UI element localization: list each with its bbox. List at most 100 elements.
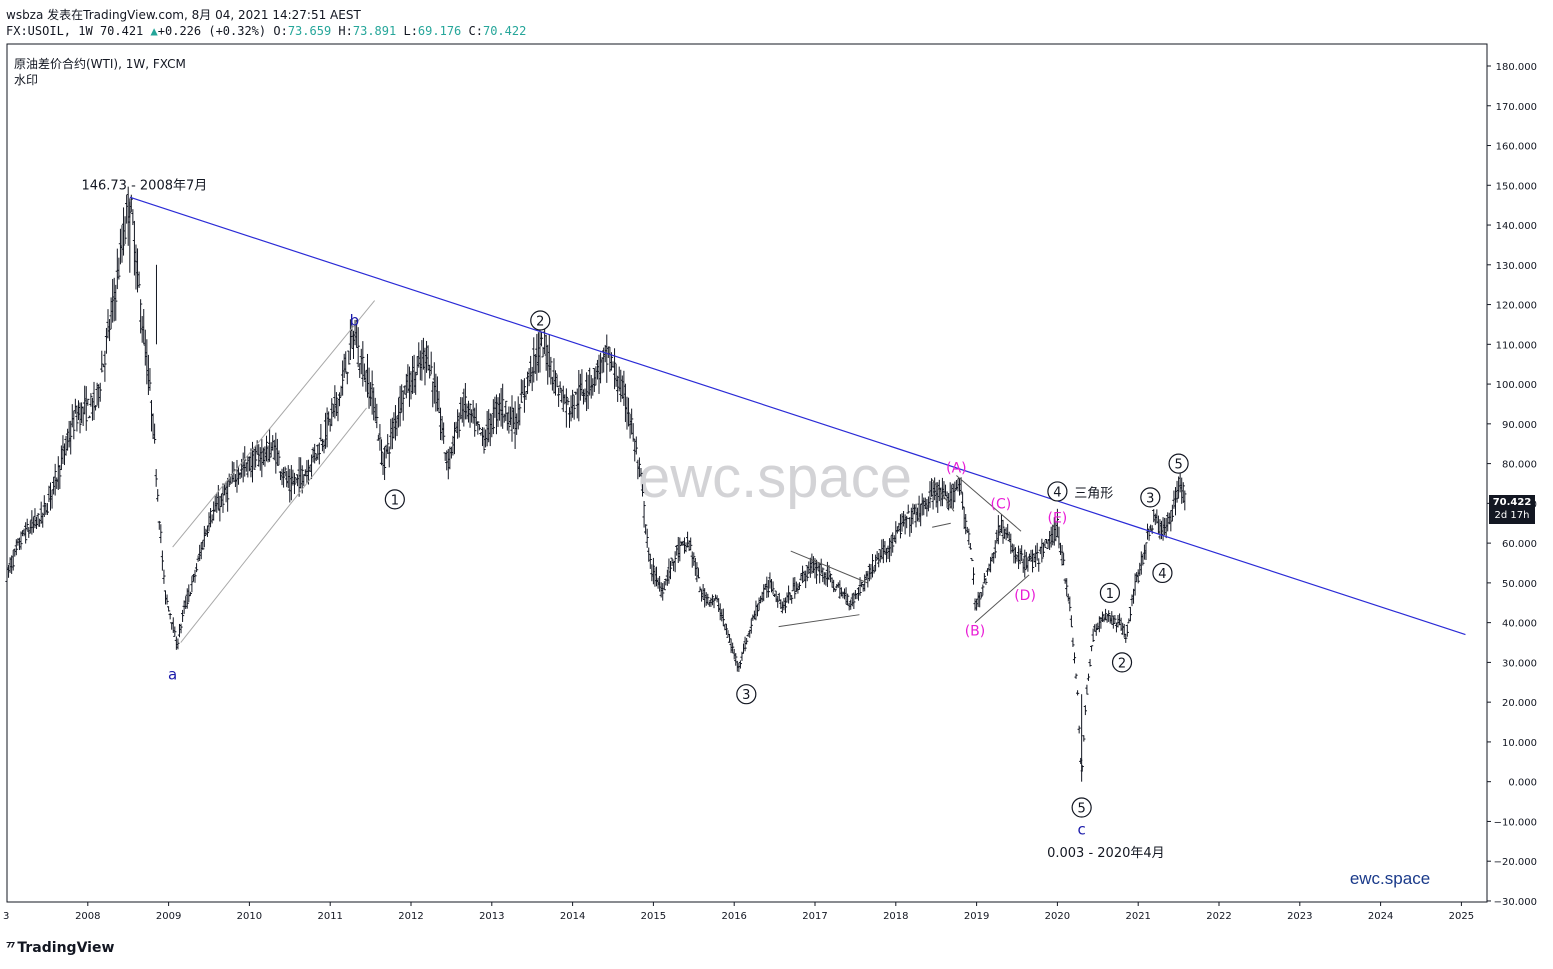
y-tick-label: 30.000 xyxy=(1502,658,1537,669)
y-tick-label: 80.000 xyxy=(1502,460,1537,471)
price-badge: 70.422 2d 17h xyxy=(1489,495,1535,524)
brand-label: ewc.space xyxy=(1350,869,1430,888)
wave-label: 3 xyxy=(742,688,750,703)
wave-circle xyxy=(384,489,405,510)
symbol-label: FX:USOIL, 1W xyxy=(6,24,93,38)
last-price: 70.421 xyxy=(99,24,144,38)
low-value: 69.176 xyxy=(417,24,462,38)
wave-label-blue: b xyxy=(350,311,360,329)
x-tick-label: 2020 xyxy=(1045,911,1070,922)
x-tick-label: 2015 xyxy=(641,911,666,922)
triangle-line[interactable] xyxy=(931,479,955,512)
x-tick-label: 2011 xyxy=(317,911,342,922)
x-tick-label: 2009 xyxy=(156,911,181,922)
tradingview-mark-icon: ⁷⁷ xyxy=(6,940,16,956)
y-tick-label: 20.000 xyxy=(1502,698,1537,709)
wave-circle xyxy=(1071,797,1092,818)
wave-label-magenta: (C) xyxy=(990,496,1011,512)
x-tick-label: 2012 xyxy=(398,911,423,922)
trendline[interactable] xyxy=(129,196,1466,636)
ohlc-legend: FX:USOIL, 1W 70.421 ▲+0.226 (+0.32%) O: 7… xyxy=(6,24,526,38)
watermark-label: 水印 xyxy=(14,73,39,87)
y-tick-label: 120.000 xyxy=(1496,301,1537,312)
x-tick-label: 2019 xyxy=(964,911,989,922)
wave-label: 3 xyxy=(1146,491,1154,506)
wave-circle xyxy=(1140,487,1161,508)
y-tick-label: 90.000 xyxy=(1502,420,1537,431)
y-tick-label: −20.000 xyxy=(1494,857,1537,868)
y-tick-label: 50.000 xyxy=(1502,579,1537,590)
annotation-text: 0.003 - 2020年4月 xyxy=(1047,846,1165,861)
x-tick-label: 2010 xyxy=(237,911,262,922)
y-tick-label: 140.000 xyxy=(1496,221,1537,232)
x-tick-label: 2013 xyxy=(479,911,504,922)
x-tick-label: 2017 xyxy=(802,911,827,922)
x-tick-label: 2022 xyxy=(1206,911,1231,922)
channel-line[interactable] xyxy=(172,300,376,548)
close-value: 70.422 xyxy=(482,24,527,38)
tradingview-wordmark: TradingView xyxy=(17,940,115,956)
tradingview-logo[interactable]: ⁷⁷ TradingView xyxy=(6,940,114,956)
y-tick-label: 100.000 xyxy=(1496,380,1537,391)
wave-circle xyxy=(1168,453,1189,474)
chart-title: 原油差价合约(WTI), 1W, FXCM xyxy=(14,57,186,71)
triangle-line[interactable] xyxy=(932,522,951,528)
wave-circle xyxy=(1099,582,1121,603)
y-tick-label: 130.000 xyxy=(1496,261,1537,272)
x-tick-label: 2021 xyxy=(1125,911,1150,922)
annotation-text: 146.73 - 2008年7月 xyxy=(81,178,207,193)
wave-label-magenta: (E) xyxy=(1048,510,1068,526)
triangle-line[interactable] xyxy=(974,574,1030,624)
open-label: O: xyxy=(273,24,288,38)
y-tick-label: 10.000 xyxy=(1502,738,1537,749)
badge-countdown: 2d 17h xyxy=(1494,510,1530,521)
wave-label: 2 xyxy=(536,314,544,329)
wave-circle xyxy=(736,684,757,705)
low-label: L: xyxy=(403,24,418,38)
x-tick-label: 2014 xyxy=(560,911,585,922)
y-tick-label: 110.000 xyxy=(1496,340,1537,351)
x-tick-label: 2024 xyxy=(1368,911,1393,922)
badge-price: 70.422 xyxy=(1492,497,1532,508)
wave-label: 1 xyxy=(391,493,399,508)
y-tick-label: 180.000 xyxy=(1496,62,1537,73)
y-tick-label: 40.000 xyxy=(1502,619,1537,630)
y-tick-label: 0.000 xyxy=(1508,778,1537,789)
wave-label: 5 xyxy=(1077,802,1085,817)
x-tick-label: 2025 xyxy=(1449,911,1474,922)
triangle-line[interactable] xyxy=(778,614,860,628)
x-tick-label-partial: 3 xyxy=(3,911,9,922)
x-tick-label: 2023 xyxy=(1287,911,1312,922)
publish-info: wsbza 发表在TradingView.com, 8月 04, 2021 14… xyxy=(6,8,361,22)
wave-label: 2 xyxy=(1118,656,1126,671)
y-tick-label: 160.000 xyxy=(1496,142,1537,153)
y-tick-label: 150.000 xyxy=(1496,181,1537,192)
triangle-line[interactable] xyxy=(790,550,868,584)
triangle-line[interactable] xyxy=(956,475,1022,532)
wave-label: 4 xyxy=(1158,567,1166,582)
wave-label-magenta: (A) xyxy=(946,461,967,477)
y-tick-label: 170.000 xyxy=(1496,102,1537,113)
watermark-text: ewc.space xyxy=(638,445,912,510)
up-triangle-icon: ▲ xyxy=(150,24,158,38)
wave-circle xyxy=(530,310,551,331)
close-label: C: xyxy=(468,24,483,38)
y-tick-label: −10.000 xyxy=(1494,817,1537,828)
x-tick-label: 2018 xyxy=(883,911,908,922)
wave-label: 1 xyxy=(1106,587,1114,602)
channel-line[interactable] xyxy=(180,407,367,643)
high-label: H: xyxy=(338,24,353,38)
wave-label: 5 xyxy=(1174,458,1182,473)
change-value: +0.226 (+0.32%) xyxy=(157,24,267,38)
annotation-text: 三角形 xyxy=(1074,486,1113,501)
y-tick-label: −30.000 xyxy=(1494,897,1537,908)
wave-circle xyxy=(1047,481,1068,502)
x-tick-label: 2008 xyxy=(75,911,100,922)
high-value: 73.891 xyxy=(352,24,397,38)
wave-circle xyxy=(1152,562,1173,584)
wave-label: 4 xyxy=(1053,485,1061,500)
wave-circle xyxy=(1111,652,1133,673)
wave-label-magenta: (B) xyxy=(965,624,986,640)
x-tick-label: 2016 xyxy=(721,911,746,922)
